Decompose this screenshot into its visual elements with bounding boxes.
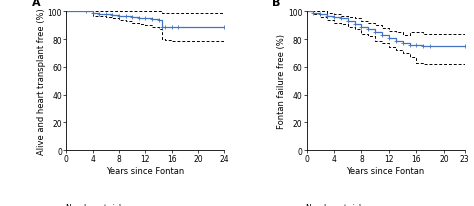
Text: A: A: [32, 0, 40, 8]
X-axis label: Years since Fontan: Years since Fontan: [106, 166, 184, 175]
X-axis label: Years since Fontan: Years since Fontan: [346, 166, 425, 175]
Y-axis label: Fontan failure free (%): Fontan failure free (%): [277, 34, 286, 129]
Y-axis label: Alive and heart transplant free (%): Alive and heart transplant free (%): [37, 8, 46, 154]
Text: Number at risk: Number at risk: [306, 203, 363, 206]
Text: Number at risk: Number at risk: [65, 203, 123, 206]
Text: B: B: [272, 0, 280, 8]
